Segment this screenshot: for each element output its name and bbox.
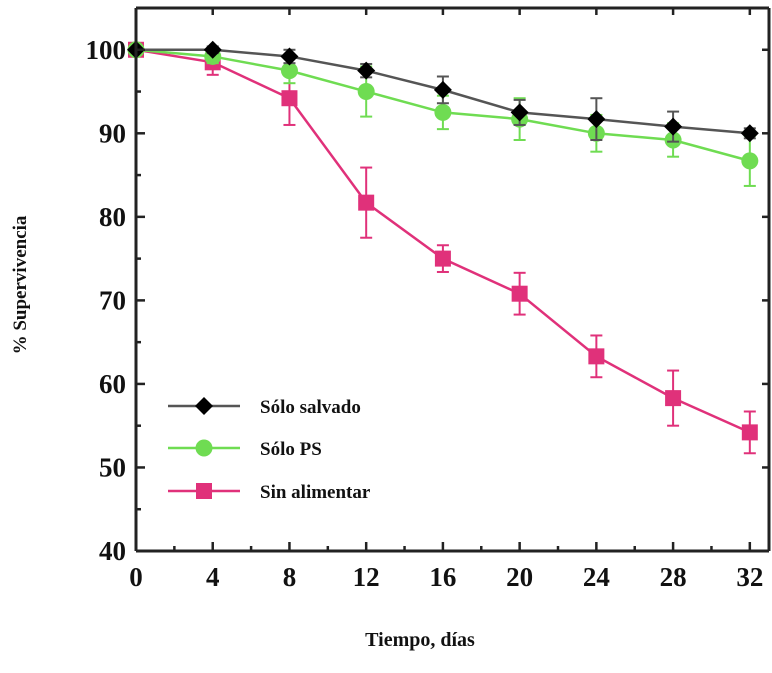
data-point — [434, 103, 452, 121]
x-tick-label: 16 — [429, 562, 456, 592]
data-point — [281, 90, 298, 107]
data-point — [665, 390, 682, 407]
legend-label: Sin alimentar — [260, 482, 371, 503]
x-tick-label: 20 — [506, 562, 533, 592]
legend-marker — [195, 439, 213, 457]
legend-marker — [195, 397, 213, 415]
x-tick-label: 12 — [353, 562, 380, 592]
y-tick-label: 100 — [86, 35, 127, 65]
data-point — [511, 285, 528, 302]
data-point — [588, 348, 605, 365]
data-point — [203, 40, 222, 59]
data-point — [740, 124, 759, 143]
data-point — [510, 103, 529, 122]
legend-marker — [196, 483, 212, 499]
data-point — [357, 61, 376, 80]
data-point — [357, 83, 375, 101]
legend-label: Sólo PS — [260, 439, 322, 460]
y-tick-label: 90 — [99, 118, 126, 148]
legend: Sólo salvado Sólo PS Sin alimentar — [168, 397, 371, 503]
x-tick-label: 28 — [660, 562, 687, 592]
y-tick-label: 70 — [99, 285, 126, 315]
x-tick-label: 8 — [283, 562, 297, 592]
axes: 0 4 8 12 16 20 24 28 32 40 50 60 70 80 90 100 — [86, 6, 771, 592]
series-0 — [127, 40, 759, 143]
y-tick-label: 50 — [99, 452, 126, 482]
y-tick-label: 40 — [99, 536, 126, 566]
plot-area — [127, 40, 759, 455]
data-point — [741, 152, 759, 170]
y-tick-label: 80 — [99, 202, 126, 232]
data-point — [587, 110, 606, 129]
x-tick-label: 4 — [206, 562, 220, 592]
data-point — [433, 80, 452, 99]
series-1 — [127, 41, 759, 187]
x-tick-label: 0 — [129, 562, 143, 592]
x-tick-label: 32 — [736, 562, 763, 592]
data-point — [434, 250, 451, 267]
y-tick-label: 60 — [99, 369, 126, 399]
data-point — [741, 424, 758, 441]
y-axis-title: % Supervivencia — [10, 215, 31, 354]
x-tick-label: 24 — [583, 562, 610, 592]
data-point — [280, 62, 298, 80]
data-point — [664, 117, 683, 136]
data-point — [358, 194, 375, 211]
legend-label: Sólo salvado — [260, 397, 361, 418]
x-axis-title: Tiempo, días — [365, 629, 475, 651]
data-point — [280, 47, 299, 66]
series-2 — [128, 41, 758, 455]
